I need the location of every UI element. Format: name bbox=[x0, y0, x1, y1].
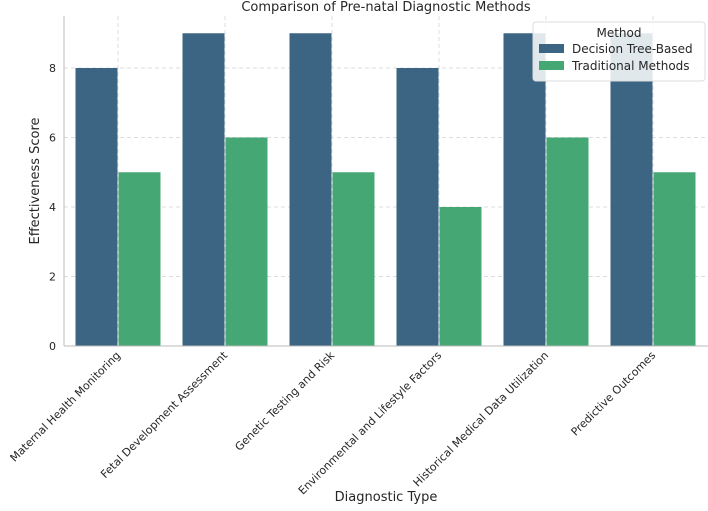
y-tick-label: 6 bbox=[49, 132, 56, 145]
chart-title: Comparison of Pre-natal Diagnostic Metho… bbox=[241, 0, 531, 15]
bar-traditional bbox=[439, 207, 482, 346]
x-axis-label: Diagnostic Type bbox=[335, 490, 438, 505]
bar-decision-tree bbox=[75, 68, 118, 346]
legend-box bbox=[532, 21, 706, 82]
y-tick-label: 2 bbox=[49, 271, 56, 284]
legend-swatch-traditional bbox=[539, 61, 564, 70]
legend: Method Decision Tree-Based Traditional M… bbox=[532, 21, 706, 82]
y-axis-label: Effectiveness Score bbox=[28, 117, 43, 244]
y-ticks: 0 2 4 6 8 bbox=[49, 62, 56, 353]
y-tick-label: 4 bbox=[49, 201, 56, 214]
x-tick-label: Maternal Health Monitoring bbox=[8, 349, 124, 465]
bar-decision-tree bbox=[182, 33, 225, 346]
bar-traditional bbox=[225, 137, 268, 346]
y-tick-label: 0 bbox=[49, 340, 56, 353]
bar-traditional bbox=[332, 172, 375, 346]
bar-decision-tree bbox=[396, 68, 439, 346]
x-tick-label: Predictive Outcomes bbox=[569, 349, 659, 439]
bar-traditional bbox=[546, 137, 589, 346]
x-tick-label: Genetic Testing and Risk bbox=[232, 348, 337, 453]
grid bbox=[64, 16, 708, 347]
bar-decision-tree bbox=[503, 33, 546, 346]
legend-label-traditional: Traditional Methods bbox=[571, 59, 690, 73]
bars bbox=[75, 33, 696, 346]
legend-swatch-decision-tree bbox=[539, 44, 564, 53]
axes bbox=[63, 16, 708, 347]
legend-label-decision-tree: Decision Tree-Based bbox=[572, 42, 693, 56]
bar-decision-tree bbox=[610, 33, 653, 346]
bar-decision-tree bbox=[289, 33, 332, 346]
y-tick-label: 8 bbox=[49, 62, 56, 75]
bar-traditional bbox=[118, 172, 161, 346]
legend-title: Method bbox=[596, 26, 641, 40]
x-tick-label: Fetal Development Assessment bbox=[98, 348, 230, 480]
bar-traditional bbox=[653, 172, 696, 346]
